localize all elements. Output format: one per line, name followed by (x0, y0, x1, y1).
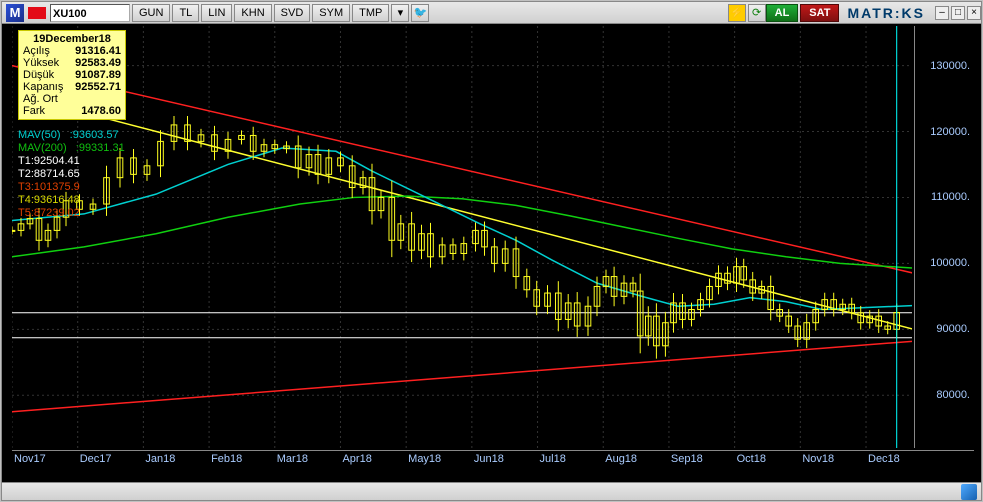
databox-row: Düşük91087.89 (23, 69, 121, 81)
toolbar-btn-tl[interactable]: TL (172, 4, 199, 22)
brand-label: MATR:KS (847, 5, 925, 21)
databox-row: Fark1478.60 (23, 105, 121, 117)
chart-svg (12, 26, 912, 448)
chart-window: M XU100 GUNTLLINKHNSVDSYMTMP ▾ 🐦 ⚡ ⟳ AL … (1, 1, 982, 501)
y-axis: 80000. 90000. 100000. 110000. 120000. 130000. (914, 26, 974, 448)
x-tick-label: Nov17 (14, 453, 46, 465)
status-icon[interactable] (961, 484, 977, 500)
y-tick-label: 130000. (912, 60, 970, 72)
flag-icon (28, 7, 46, 19)
indicator-label: MAV(50) :93603.57 (18, 129, 119, 141)
databox-date: 19December18 (23, 33, 121, 45)
chart-area[interactable] (12, 26, 912, 448)
x-axis: Nov17 Dec17 Jan18 Feb18 Mar18 Apr18 May18 Jun18… (12, 450, 974, 470)
buy-button[interactable]: AL (766, 4, 799, 22)
x-tick-label: Jun18 (474, 453, 504, 465)
toolbar-btn-lin[interactable]: LIN (201, 4, 232, 22)
x-tick-label: Feb18 (211, 453, 242, 465)
indicator-label: T2:88714.65 (18, 168, 86, 180)
refresh-icon[interactable]: ⟳ (748, 4, 766, 22)
sell-button[interactable]: SAT (800, 4, 839, 22)
databox-row: Kapanış92552.71 (23, 81, 121, 93)
x-tick-label: Dec18 (868, 453, 900, 465)
indicator-label: T4:93616.48 (18, 194, 86, 206)
indicator-label: T1:92504.41 (18, 155, 86, 167)
x-tick-label: Mar18 (277, 453, 308, 465)
databox-row: Yüksek92583.49 (23, 57, 121, 69)
x-tick-label: Nov18 (802, 453, 834, 465)
x-tick-label: May18 (408, 453, 441, 465)
databox-row: Açılış91316.41 (23, 45, 121, 57)
dropdown-icon[interactable]: ▾ (391, 4, 409, 22)
databox-row: Ağ. Ort (23, 93, 121, 105)
x-tick-label: Aug18 (605, 453, 637, 465)
app-logo: M (6, 4, 24, 22)
minimize-icon[interactable]: – (935, 6, 949, 20)
indicator-label: MAV(200) :99331.31 (18, 142, 125, 154)
maximize-icon[interactable]: □ (951, 6, 965, 20)
toolbar-btn-tmp[interactable]: TMP (352, 4, 389, 22)
x-tick-label: Dec17 (80, 453, 112, 465)
toolbar-btn-svd[interactable]: SVD (274, 4, 311, 22)
x-tick-label: Oct18 (737, 453, 766, 465)
y-tick-label: 90000. (912, 323, 970, 335)
toolbar-btn-gun[interactable]: GUN (132, 4, 170, 22)
close-icon[interactable]: × (967, 6, 981, 20)
y-tick-label: 100000. (912, 257, 970, 269)
x-tick-label: Jan18 (145, 453, 175, 465)
status-bar (2, 482, 981, 500)
y-tick-label: 120000. (912, 126, 970, 138)
x-tick-label: Jul18 (540, 453, 566, 465)
x-tick-label: Sep18 (671, 453, 703, 465)
y-tick-label: 110000. (912, 191, 970, 203)
ticker-input[interactable]: XU100 (50, 4, 130, 22)
indicator-label: T5:87239.02 (18, 207, 86, 219)
lightning-icon[interactable]: ⚡ (728, 4, 746, 22)
toolbar-btn-sym[interactable]: SYM (312, 4, 350, 22)
ohlc-databox: 19December18 Açılış91316.41Yüksek92583.4… (18, 30, 126, 120)
toolbar: M XU100 GUNTLLINKHNSVDSYMTMP ▾ 🐦 ⚡ ⟳ AL … (2, 2, 981, 24)
twitter-icon[interactable]: 🐦 (411, 4, 429, 22)
y-tick-label: 80000. (912, 389, 970, 401)
indicator-label: T3:101375.9 (18, 181, 86, 193)
x-tick-label: Apr18 (342, 453, 371, 465)
toolbar-btn-khn[interactable]: KHN (234, 4, 271, 22)
